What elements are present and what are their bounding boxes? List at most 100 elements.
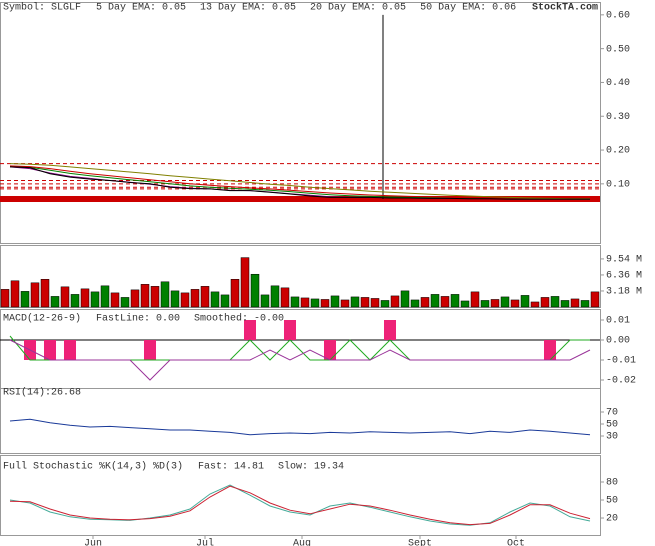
volume-bar (120, 297, 130, 308)
volume-bar (530, 301, 540, 308)
y-tick-label: -0.01 (606, 356, 636, 367)
y-tick-label: 0.20 (606, 146, 630, 157)
volume-bar (390, 295, 400, 308)
panel-title: Symbol: SLGLF (3, 2, 81, 14)
y-tick-label: 30 (606, 432, 618, 443)
histogram-bar (324, 340, 336, 360)
histogram-bar (384, 320, 396, 340)
y-tick-label: -0.02 (606, 376, 636, 387)
volume-bar (50, 296, 60, 308)
volume-bar (450, 294, 460, 308)
series-line (9, 339, 591, 381)
volume-bar (590, 291, 600, 308)
histogram-bar (144, 340, 156, 360)
volume-bar (210, 291, 220, 308)
volume-bar (400, 290, 410, 308)
volume-bar (90, 291, 100, 308)
volume-bar (310, 298, 320, 308)
volume-bar (220, 294, 230, 308)
panel-frame (0, 309, 601, 389)
volume-bar (550, 296, 560, 308)
legend-entry: 20 Day EMA: 0.05 (310, 3, 406, 14)
y-tick-label: 3.18 M (606, 287, 642, 298)
x-tick-label: Sept (408, 539, 432, 546)
histogram-bar (244, 320, 256, 340)
volume-bar (350, 296, 360, 308)
volume-bar (580, 300, 590, 308)
y-tick-label: 9.54 M (606, 255, 642, 266)
panel-title: Full Stochastic %K(14,3) %D(3) (3, 461, 183, 473)
series-line (9, 485, 591, 526)
histogram-bar (44, 340, 56, 360)
volume-bar (280, 287, 290, 308)
volume-bar (490, 299, 500, 308)
volume-bar (170, 290, 180, 308)
close-line (9, 166, 590, 200)
y-tick-label: 0.60 (606, 10, 630, 21)
panel-frame (0, 245, 601, 308)
volume-bar (60, 286, 70, 308)
panel-frame (0, 2, 601, 244)
volume-bar (230, 279, 240, 308)
histogram-bar (64, 340, 76, 360)
histogram-bar (544, 340, 556, 360)
volume-bar (540, 297, 550, 308)
volume-bar (240, 257, 250, 308)
volume-bar (100, 285, 110, 308)
panel-title: MACD(12-26-9) (3, 313, 81, 325)
y-tick-label: 0.40 (606, 78, 630, 89)
y-tick-label: 70 (606, 408, 618, 419)
panel-frame (0, 455, 601, 536)
volume-bar (140, 284, 150, 308)
volume-bar (410, 299, 420, 308)
volume-bar (290, 296, 300, 308)
volume-bar (420, 297, 430, 308)
y-tick-label: 6.36 M (606, 271, 642, 282)
volume-bar (180, 292, 190, 308)
volume-bar (560, 300, 570, 308)
x-tick-label: Jul (196, 538, 214, 546)
series-line (9, 163, 590, 200)
volume-bar (260, 294, 270, 308)
volume-bar (440, 296, 450, 308)
volume-bar (70, 294, 80, 308)
legend-entry: 50 Day EMA: 0.06 (420, 3, 516, 14)
series-line (9, 165, 590, 200)
y-tick-label: 50 (606, 420, 618, 431)
volume-bar (360, 297, 370, 308)
x-tick-label: Oct (507, 539, 525, 546)
legend-entry: Smoothed: -0.00 (194, 313, 284, 325)
volume-bar (30, 282, 40, 308)
volume-bar (330, 295, 340, 308)
volume-bar (0, 289, 10, 308)
volume-bar (320, 299, 330, 308)
volume-bar (460, 300, 470, 308)
volume-bar (520, 295, 530, 308)
volume-bar (40, 279, 50, 308)
volume-bar (130, 289, 140, 308)
volume-bar (340, 299, 350, 308)
y-tick-label: 50 (606, 496, 618, 507)
volume-bar (80, 288, 90, 308)
volume-bar (300, 297, 310, 308)
volume-bar (110, 292, 120, 308)
x-tick-label: Aug (293, 539, 311, 546)
y-tick-label: 20 (606, 514, 618, 525)
volume-bar (200, 286, 210, 308)
x-tick-label: Jun (84, 539, 102, 546)
legend-entry: 13 Day EMA: 0.05 (200, 3, 296, 14)
volume-bar (380, 300, 390, 308)
volume-bar (370, 298, 380, 308)
series-line (9, 166, 590, 200)
volume-bar (10, 280, 20, 308)
volume-bar (270, 285, 280, 308)
y-tick-label: 0.01 (606, 316, 630, 327)
volume-bar (20, 291, 30, 308)
panel-frame (0, 388, 601, 454)
series-line (9, 418, 591, 436)
panel-title: RSI(14):26.68 (3, 387, 81, 399)
legend-entry: 5 Day EMA: 0.05 (96, 3, 186, 14)
volume-bar (430, 294, 440, 308)
